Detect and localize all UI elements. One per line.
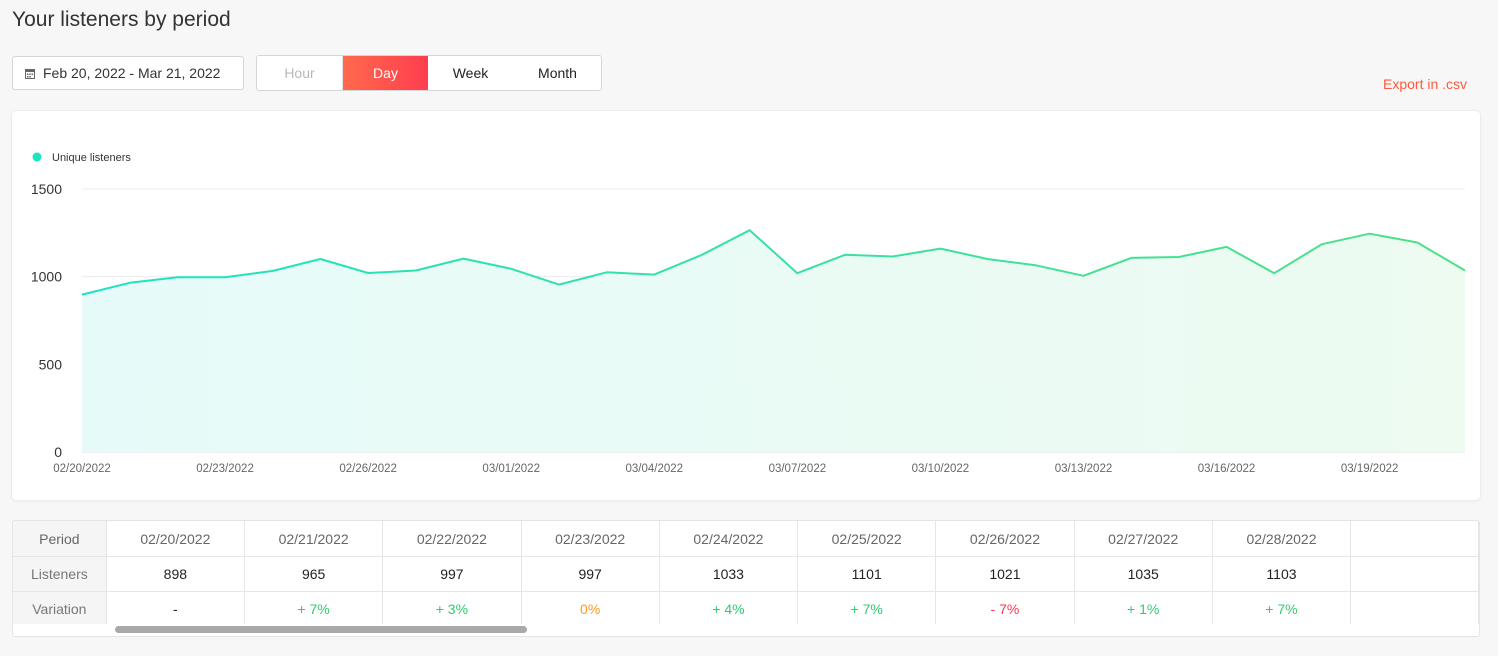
period-cell: 02/23/2022 [521, 521, 660, 557]
legend-marker [32, 152, 42, 162]
table-overflow-cell [1350, 521, 1479, 557]
period-day-button[interactable]: Day [343, 56, 428, 90]
variation-cell: + 7% [1212, 591, 1352, 627]
page-title: Your listeners by period [12, 8, 231, 31]
x-tick-label: 03/07/2022 [769, 463, 827, 475]
x-tick-label: 03/04/2022 [625, 463, 683, 475]
horizontal-scrollbar[interactable] [13, 624, 1479, 636]
x-tick-label: 02/20/2022 [53, 463, 111, 475]
listeners-cell: 997 [521, 556, 660, 592]
period-cell: 02/27/2022 [1074, 521, 1213, 557]
period-row: Period 02/20/2022 02/21/2022 02/22/2022 02/… [13, 521, 1479, 557]
variation-row: Variation - + 7% + 3% 0% + 4% + 7% - 7% + 1% + 7… [13, 591, 1479, 627]
x-tick-label: 03/19/2022 [1341, 463, 1399, 475]
period-month-button[interactable]: Month [538, 65, 577, 81]
y-tick-label: 500 [39, 356, 63, 372]
data-table: Period 02/20/2022 02/21/2022 02/22/2022 02/… [13, 521, 1479, 627]
listeners-row-label: Listeners [13, 556, 107, 592]
y-tick-label: 1000 [31, 269, 62, 285]
listeners-chart: Unique listeners 0 500 1000 1500 02/20/2022… [31, 152, 1466, 475]
listeners-cell: 1103 [1212, 556, 1352, 592]
period-switch: Hour Day Week Month [256, 55, 602, 91]
y-tick-label: 1500 [31, 181, 62, 197]
listeners-cell: 1101 [797, 556, 937, 592]
variation-cell: + 7% [244, 591, 384, 627]
listeners-cell: 1035 [1074, 556, 1213, 592]
variation-cell: 0% [521, 591, 660, 627]
scrollbar-thumb[interactable] [115, 626, 527, 633]
variation-row-label: Variation [13, 591, 107, 627]
x-tick-label: 02/26/2022 [339, 463, 397, 475]
variation-cell: - 7% [935, 591, 1075, 627]
y-axis: 0 500 1000 1500 [31, 181, 62, 460]
listeners-cell: 965 [244, 556, 384, 592]
series-line [81, 229, 1466, 296]
series-area [82, 230, 1465, 452]
period-cell: 02/21/2022 [244, 521, 384, 557]
x-tick-label: 03/01/2022 [482, 463, 540, 475]
listeners-cell: 997 [382, 556, 522, 592]
period-cell: 02/25/2022 [797, 521, 937, 557]
chart-legend: Unique listeners [32, 152, 131, 164]
calendar-icon [25, 68, 35, 79]
export-csv-link[interactable]: Export in .csv [1383, 76, 1468, 92]
legend-label: Unique listeners [52, 152, 131, 164]
period-cell: 02/28/2022 [1212, 521, 1352, 557]
date-range-value: Feb 20, 2022 - Mar 21, 2022 [43, 65, 221, 81]
x-tick-label: 03/13/2022 [1055, 463, 1113, 475]
period-week-button[interactable]: Week [452, 65, 489, 81]
variation-cell: + 3% [382, 591, 522, 627]
period-cell: 02/22/2022 [382, 521, 522, 557]
x-axis: 02/20/2022 02/23/2022 02/26/2022 03/01/2022… [53, 463, 1398, 475]
date-range-picker[interactable]: Feb 20, 2022 - Mar 21, 2022 [12, 56, 244, 90]
period-cell: 02/24/2022 [659, 521, 799, 557]
variation-cell: - [106, 591, 245, 627]
x-tick-label: 03/16/2022 [1198, 463, 1256, 475]
x-tick-label: 03/10/2022 [912, 463, 970, 475]
table-overflow-cell [1350, 591, 1479, 627]
listeners-cell: 1021 [935, 556, 1075, 592]
listeners-cell: 1033 [659, 556, 799, 592]
table-overflow-cell [1350, 556, 1479, 592]
variation-cell: + 4% [659, 591, 799, 627]
listeners-row: Listeners 898 965 997 997 1033 1101 1021 1035 11… [13, 556, 1479, 592]
period-cell: 02/26/2022 [935, 521, 1075, 557]
listeners-chart-card: Unique listeners 0 500 1000 1500 02/20/2022… [12, 111, 1480, 500]
x-tick-label: 02/23/2022 [196, 463, 254, 475]
listeners-table: Period 02/20/2022 02/21/2022 02/22/2022 02/… [12, 520, 1480, 637]
period-hour-button[interactable]: Hour [257, 56, 343, 90]
listeners-cell: 898 [106, 556, 245, 592]
variation-cell: + 7% [797, 591, 937, 627]
variation-cell: + 1% [1074, 591, 1213, 627]
period-cell: 02/20/2022 [106, 521, 245, 557]
y-tick-label: 0 [54, 444, 62, 460]
period-row-label: Period [13, 521, 107, 557]
